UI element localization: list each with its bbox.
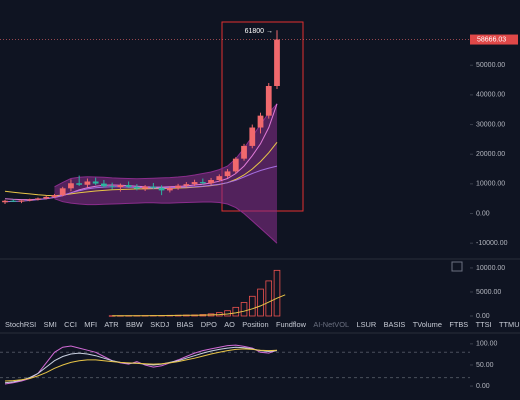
y-tick-label: 40000.00 [476,92,505,99]
indicator-tab[interactable]: FTBS [449,320,469,329]
candle-body [216,176,223,181]
candle-body [232,158,239,172]
y-tick-label: 0.00 [476,383,490,390]
candle-body [84,181,91,185]
last-price-label: 58666.03 [477,36,506,43]
indicator-tab[interactable]: DPO [200,320,217,329]
candle-body [150,186,157,188]
y-tick-label: 30000.00 [476,121,505,128]
candle-body [274,39,280,86]
last-price-badge [470,34,518,45]
indicator-tab[interactable]: ATR [104,320,119,329]
indicator-line [4,344,278,385]
y-tick-label: 10000.00 [476,265,505,272]
candle-body [92,181,99,184]
indicator-tab[interactable]: TVolume [412,320,442,329]
volume-bar [248,295,256,317]
indicator-tab[interactable]: TTMU [499,320,520,329]
indicator-line [112,294,286,317]
y-tick-label: 20000.00 [476,151,505,158]
volume-bar [240,302,248,317]
volume-bar [273,269,281,317]
indicator-tab[interactable]: AI-NetVOL [313,320,350,329]
candle-body [249,127,256,146]
candle-body [117,185,124,188]
indicator-line [4,165,278,203]
candle-body [35,198,41,200]
y-tick-label: 0.00 [476,313,490,320]
pane-icon[interactable] [451,261,463,272]
candle-body [191,182,198,185]
candle-body [101,183,107,187]
volume-bar [265,280,273,317]
candle-body [68,183,74,189]
indicator-tab[interactable]: BIAS [176,320,194,329]
indicator-tab[interactable]: AO [224,320,235,329]
candle-body [51,195,58,197]
candle-body [199,182,206,184]
candle-body [241,145,247,159]
candle-body [175,185,181,189]
y-tick-label: 50000.00 [476,62,505,69]
candle-body [224,171,231,177]
indicator-tab[interactable]: MFI [84,320,98,329]
y-tick-label: 100.00 [476,341,498,348]
candle-body [208,180,214,184]
candle-body [43,196,50,199]
band-fill [54,103,277,244]
candle-body [265,86,272,116]
indicator-tab[interactable]: SMI [43,320,57,329]
indicator-tab[interactable]: StochRSI [5,320,37,329]
y-tick-label: 0.00 [476,210,490,217]
y-tick-label: 10000.00 [476,181,505,188]
annotation: 61800 → [245,28,273,35]
volume-bar [232,306,240,317]
candle-body [125,185,132,187]
candle-body [133,186,140,189]
y-tick-label: -10000.00 [476,240,508,247]
indicator-line [4,348,278,382]
y-tick-label: 5000.00 [476,289,501,296]
candle-body [183,184,190,186]
candle-body [18,200,25,202]
candle-body [166,188,173,191]
indicator-tab[interactable]: TTSI [475,320,492,329]
band-edge [54,103,278,188]
candle-body [59,188,66,196]
indicator-tab[interactable]: BASIS [383,320,406,329]
candle-body [10,200,17,202]
candle-body [76,183,83,185]
indicator-tab[interactable]: CCI [64,320,77,329]
indicator-tab[interactable]: Fundflow [275,320,306,329]
indicator-tab[interactable]: BBW [126,320,143,329]
volume-bar [257,288,264,317]
candle-body [26,199,33,201]
indicator-tab[interactable]: SKDJ [150,320,170,329]
band-edge [54,198,278,244]
candle-body [142,186,149,189]
indicator-tabs: StochRSI SMI CCI MFI ATR BBW SKDJ BIAS DPO AO Posi… [5,320,520,329]
indicator-tab[interactable]: Position [242,320,269,329]
candle-body [158,187,165,191]
indicator-tab[interactable]: LSUR [356,320,377,329]
candle-body [257,115,264,128]
candle-body [2,200,8,203]
y-tick-label: 50.00 [476,362,494,369]
candle-body [109,186,116,188]
